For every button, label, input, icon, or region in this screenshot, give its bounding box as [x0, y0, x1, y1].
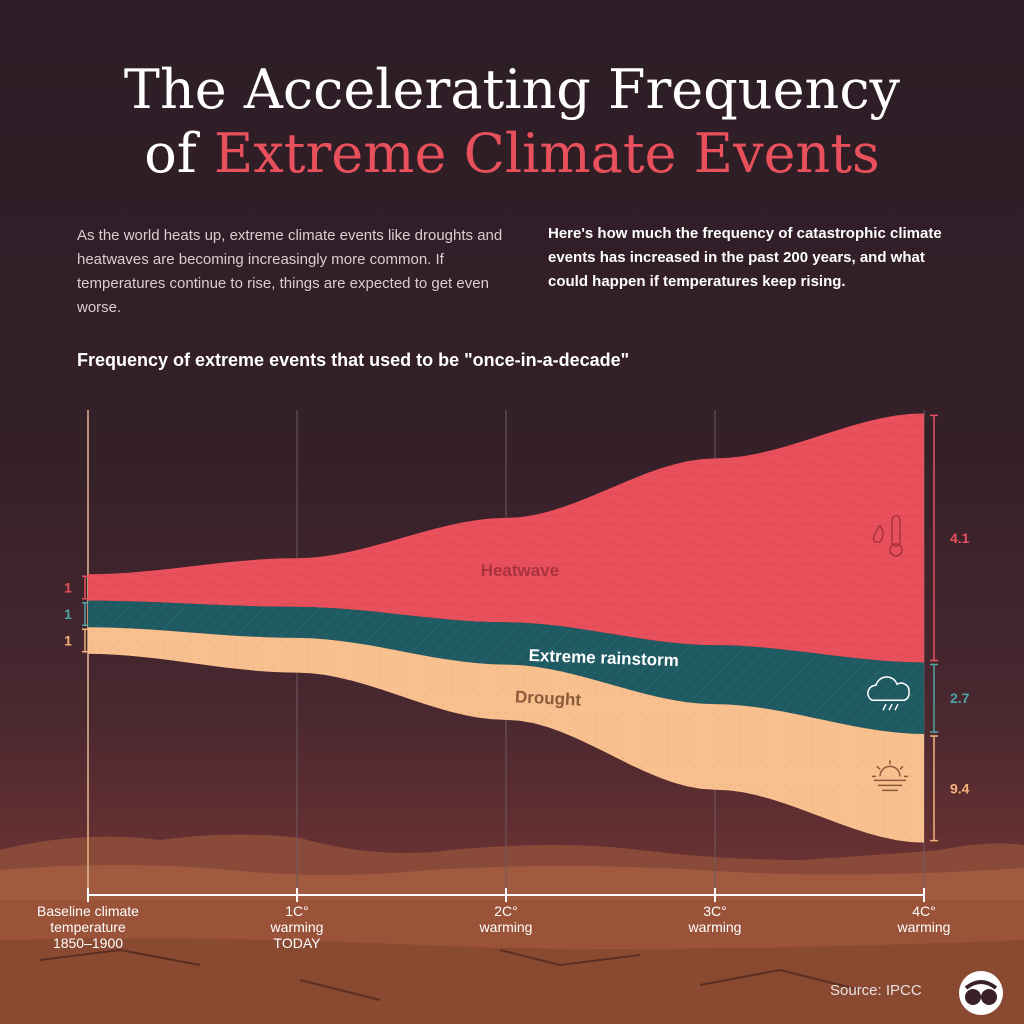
start-bracket	[82, 575, 88, 600]
end-bracket	[930, 735, 938, 842]
visual-capitalist-logo-icon	[959, 971, 1003, 1015]
title-highlight: Extreme Climate Events	[213, 122, 880, 185]
end-value-label: 2.7	[950, 690, 970, 706]
drought-area-texture	[88, 627, 924, 843]
stream-areas	[88, 413, 924, 843]
x-tick-label: 2C°	[494, 903, 518, 919]
start-value-label: 1	[64, 580, 72, 596]
title-line-1: The Accelerating Frequency	[123, 58, 901, 121]
series-name-label: Drought	[515, 687, 582, 709]
start-value-label: 1	[64, 606, 72, 622]
x-tick-label: warming	[897, 919, 951, 935]
x-tick-label: TODAY	[274, 935, 322, 951]
heatwave-area-texture	[88, 413, 924, 663]
x-tick-label: Baseline climate	[37, 903, 139, 919]
page-title: The Accelerating Frequency of Extreme Cl…	[0, 58, 1024, 186]
x-tick-label: 1C°	[285, 903, 309, 919]
rainstorm-area-texture	[88, 600, 924, 734]
intro-left-text: As the world heats up, extreme climate e…	[77, 227, 503, 316]
desert-landscape	[0, 834, 1024, 1024]
start-bracket	[82, 602, 88, 626]
start-value-label: 1	[64, 633, 72, 649]
rain-cloud-icon	[867, 676, 910, 711]
thermometer-icon	[872, 515, 903, 557]
x-tick-label: 3C°	[703, 903, 727, 919]
series-icons	[867, 515, 910, 792]
x-tick-label: warming	[270, 919, 324, 935]
source-note: Source: IPCC	[830, 982, 922, 999]
x-tick-label: 1850–1900	[53, 935, 123, 951]
x-tick-label: warming	[479, 919, 533, 935]
series-name-label: Heatwave	[481, 561, 559, 580]
end-value-label: 4.1	[950, 530, 970, 546]
title-of: of	[144, 122, 197, 185]
title-line-2: of Extreme Climate Events	[0, 122, 1024, 186]
x-axis: Baseline climatetemperature1850–19001C°w…	[37, 888, 950, 951]
intro-right-text: Here's how much the frequency of catastr…	[548, 225, 942, 290]
x-tick-label: warming	[688, 919, 742, 935]
end-value-label: 9.4	[950, 780, 970, 796]
chart-subtitle: Frequency of extreme events that used to…	[77, 350, 630, 370]
x-tick-label: 4C°	[912, 903, 936, 919]
end-bracket	[930, 663, 938, 733]
x-tick-label: temperature	[50, 919, 126, 935]
start-bracket	[82, 628, 88, 653]
sun-haze-icon	[872, 760, 908, 792]
end-bracket	[930, 414, 938, 662]
